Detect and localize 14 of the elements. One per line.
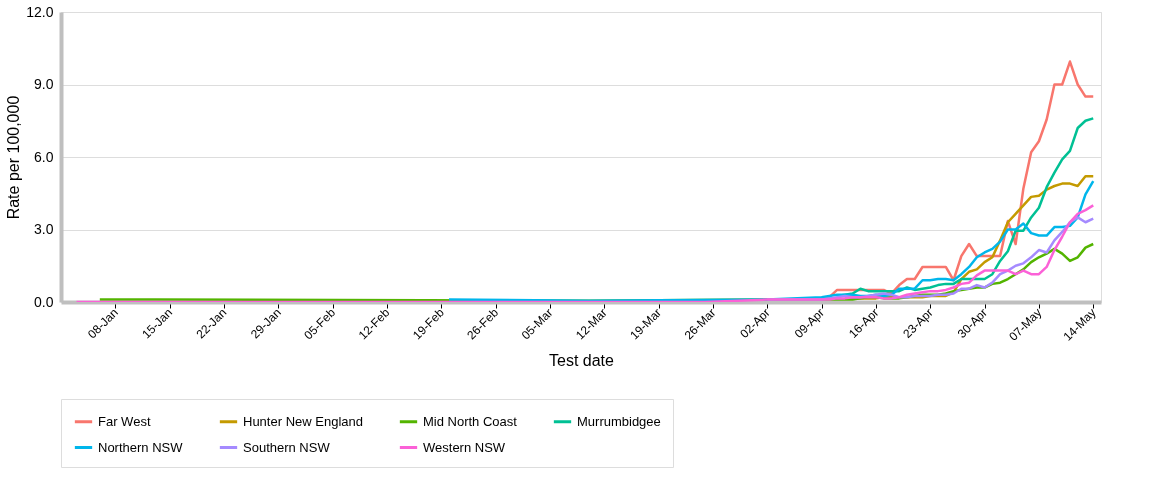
legend-label: Southern NSW: [243, 439, 331, 455]
y-axis-title: Rate per 100,000: [5, 95, 23, 220]
legend-label: Murrumbidgee: [577, 413, 661, 429]
y-tick-label: 9.0: [34, 76, 54, 92]
y-tick-label: 12.0: [26, 3, 54, 20]
legend-label: Hunter New England: [243, 413, 363, 429]
legend-label: Mid North Coast: [423, 413, 518, 429]
legend-label: Western NSW: [423, 439, 506, 455]
y-tick-label: 6.0: [34, 148, 54, 165]
legend-label: Far West: [98, 413, 151, 429]
y-tick-label: 0.0: [34, 293, 54, 310]
x-axis-title: Test date: [549, 352, 615, 370]
y-tick-label: 3.0: [34, 221, 54, 237]
legend-label: Northern NSW: [98, 439, 184, 455]
